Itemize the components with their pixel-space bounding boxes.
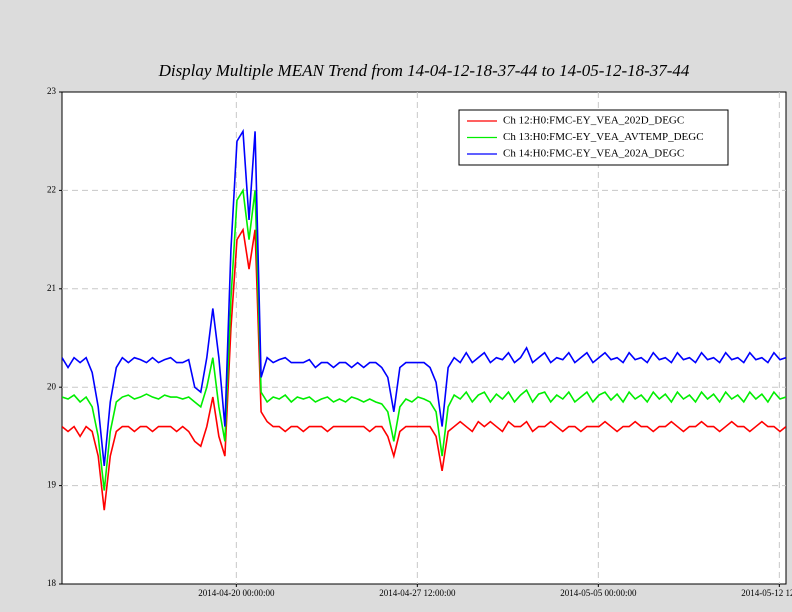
x-tick-label: 2014-04-20 00:00:00 (198, 588, 275, 598)
series-line (62, 188, 786, 491)
y-tick-label: 23 (47, 86, 57, 96)
chart-title: Display Multiple MEAN Trend from 14-04-1… (158, 61, 690, 80)
x-tick-label: 2014-04-27 12:00:00 (379, 588, 456, 598)
legend-label: Ch 12:H0:FMC-EY_VEA_202D_DEGC (503, 115, 684, 127)
legend-box (458, 109, 729, 166)
legend-label: Ch 14:H0:FMC-EY_VEA_202A_DEGC (503, 148, 684, 160)
y-tick-label: 18 (47, 578, 57, 588)
x-tick-label: 2014-05-12 12:00:00 (741, 588, 792, 598)
y-tick-label: 20 (47, 381, 57, 391)
plot-area (61, 91, 787, 585)
y-tick-label: 22 (47, 184, 56, 194)
y-tick-label: 19 (47, 480, 57, 490)
y-tick-label: 21 (47, 283, 56, 293)
x-tick-label: 2014-05-05 00:00:00 (560, 588, 637, 598)
series-line (62, 227, 786, 511)
legend-label: Ch 13:H0:FMC-EY_VEA_AVTEMP_DEGC (503, 131, 704, 143)
series-line (62, 128, 786, 467)
